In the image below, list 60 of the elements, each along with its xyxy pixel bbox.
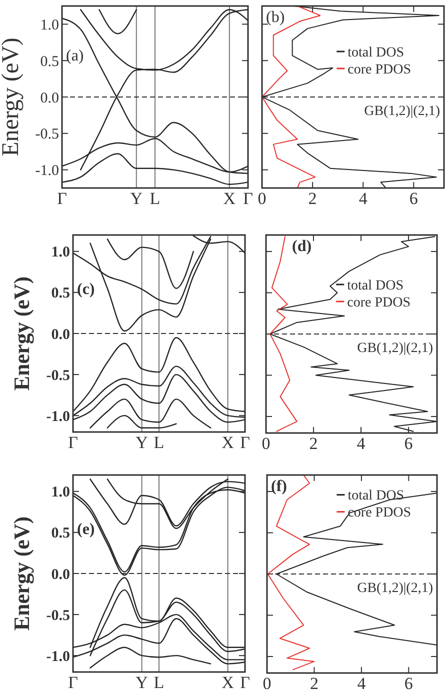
x-tick-label: 4 [358, 189, 368, 208]
x-tick-label: X [222, 433, 234, 452]
annotation: (e) [77, 521, 95, 538]
x-tick-label: L [154, 433, 164, 452]
legend-label: total DOS [348, 45, 404, 60]
annotation: (d) [292, 238, 312, 255]
x-tick-label: 6 [409, 189, 418, 208]
x-tick-label: L [154, 673, 164, 692]
x-tick-label: 4 [356, 434, 366, 453]
x-tick-label: Γ [243, 189, 254, 208]
legend-label: total DOS [348, 488, 404, 504]
legend-label: core PDOS [348, 62, 412, 78]
y-tick-label: 0.0 [40, 90, 59, 106]
annotation: GB(1,2)|(2,1) [364, 104, 440, 119]
y-tick-label: 0.5 [51, 526, 70, 542]
y-tick-label: -0.5 [46, 368, 70, 384]
y-tick-label: 0.5 [51, 286, 70, 302]
y-tick-label: 0.0 [51, 566, 70, 583]
y-tick-label: 1.0 [40, 17, 59, 34]
x-tick-label: 0 [262, 434, 270, 453]
y-tick-label: -0.5 [46, 608, 70, 624]
x-tick-label: 6 [404, 434, 413, 453]
annotation: (c) [77, 281, 95, 298]
x-tick-label: Γ [57, 189, 68, 208]
y-axis-title: Energy (eV) [9, 516, 34, 631]
x-tick-label: Γ [240, 673, 250, 692]
y-tick-label: -1.0 [46, 648, 70, 665]
x-tick-label: Γ [68, 433, 78, 452]
y-tick-label: 1.0 [51, 244, 70, 261]
y-tick-label: 0.0 [51, 326, 70, 343]
annotation: (b) [266, 9, 285, 26]
y-tick-label: 1.0 [51, 484, 70, 501]
legend-label: total DOS [347, 278, 404, 294]
x-tick-label: Γ [240, 433, 250, 452]
x-tick-label: 4 [357, 674, 366, 693]
x-tick-label: Y [136, 673, 148, 692]
x-tick-label: L [150, 189, 160, 208]
annotation: (f) [271, 478, 287, 495]
x-tick-label: X [222, 673, 234, 692]
x-tick-label: 2 [310, 674, 318, 693]
y-axis-title: Energy (eV) [0, 38, 24, 156]
x-tick-label: X [223, 189, 236, 208]
x-tick-label: 0 [258, 189, 266, 208]
y-tick-label: -1.0 [46, 408, 70, 425]
x-tick-label: 2 [309, 434, 318, 453]
x-tick-label: Y [130, 189, 143, 208]
y-tick-label: 0.5 [40, 54, 59, 70]
x-tick-label: 0 [262, 674, 272, 693]
x-tick-label: 2 [308, 189, 317, 208]
legend-label: core PDOS [348, 506, 412, 521]
x-tick-label: Γ [68, 673, 78, 692]
legend-label: core PDOS [347, 295, 410, 310]
annotation: GB(1,2)|(2,1) [357, 581, 434, 596]
annotation: GB(1,2)|(2,1) [357, 341, 434, 356]
y-tick-label: -0.5 [35, 126, 59, 143]
y-axis-title: Energy (eV) [9, 276, 34, 391]
x-tick-label: 6 [404, 674, 413, 693]
x-tick-label: Y [136, 433, 148, 452]
y-tick-label: -1.0 [35, 163, 59, 180]
annotation: (a) [66, 48, 84, 65]
